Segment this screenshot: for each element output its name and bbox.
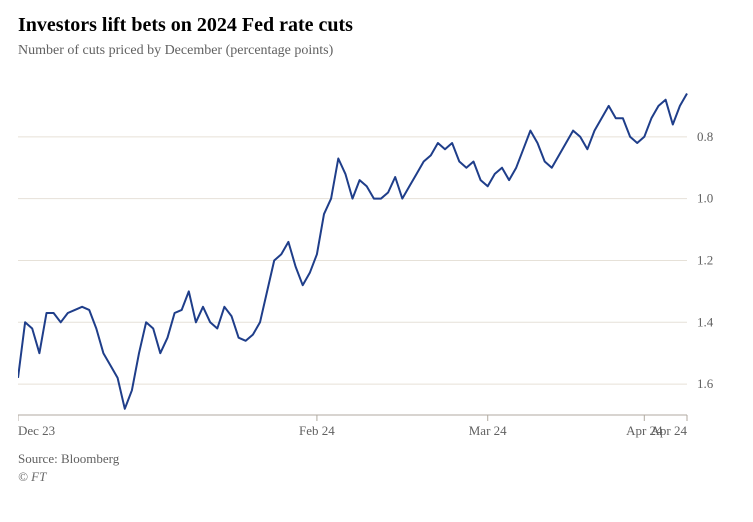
x-axis-label: Mar 24	[469, 423, 507, 438]
source-text: Source: Bloomberg	[18, 451, 735, 467]
x-axis-label: Apr 24	[651, 423, 688, 438]
copyright-text: © FT	[18, 469, 735, 485]
y-axis-label: 1.2	[697, 252, 713, 267]
y-axis-label: 0.8	[697, 129, 713, 144]
chart-subtitle: Number of cuts priced by December (perce…	[18, 43, 735, 59]
y-axis-label: 1.6	[697, 376, 714, 391]
data-series-line	[18, 94, 687, 409]
chart-footer: Source: Bloomberg © FT	[18, 451, 735, 485]
x-axis-label: Feb 24	[299, 423, 335, 438]
line-chart-svg: 0.81.01.21.41.6Dec 23Feb 24Mar 24Apr 24A…	[18, 65, 735, 445]
x-axis-label: Dec 23	[18, 423, 55, 438]
chart-container: { "title": "Investors lift bets on 2024 …	[0, 0, 753, 522]
y-axis-label: 1.4	[697, 314, 714, 329]
chart-plot-area: 0.81.01.21.41.6Dec 23Feb 24Mar 24Apr 24A…	[18, 65, 735, 445]
chart-title: Investors lift bets on 2024 Fed rate cut…	[18, 14, 735, 37]
y-axis-label: 1.0	[697, 191, 713, 206]
